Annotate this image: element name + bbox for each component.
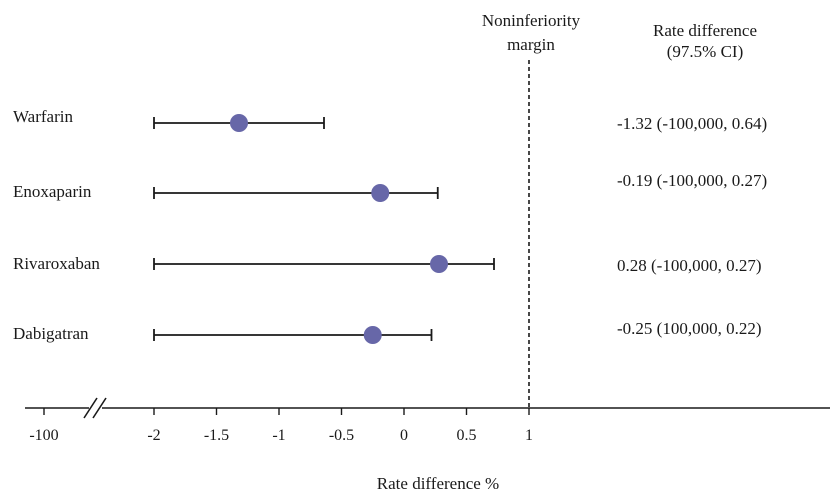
ci-value-text: 0.28 (-100,000, 0.27) [617, 256, 761, 275]
ci-column-header-line2: (97.5% CI) [667, 42, 743, 61]
rows-layer: Warfarin -1.32 (-100,000, 0.64) Enoxaparin… [13, 107, 767, 344]
ci-value-text: -0.25 (100,000, 0.22) [617, 319, 761, 338]
x-tick-label: -2 [147, 427, 160, 444]
axis-break-mark-2 [92, 397, 107, 419]
x-tick-label: -1 [272, 427, 285, 444]
ticks-layer: -100 -2 -1.5 -1 -0.5 0 0.5 1 [29, 408, 533, 444]
x-tick-label: -100 [29, 427, 58, 444]
axis-break-mark-1 [83, 397, 98, 419]
point-estimate-marker [363, 326, 382, 344]
x-axis-title: Rate difference % [377, 474, 499, 493]
margin-label-line1: Noninferiority [482, 11, 581, 30]
x-tick-label: 0 [400, 427, 408, 444]
row-label: Dabigatran [13, 324, 89, 343]
row-label: Rivaroxaban [13, 254, 100, 273]
x-tick-label: 0.5 [457, 427, 477, 444]
ci-value-text: -1.32 (-100,000, 0.64) [617, 114, 767, 133]
margin-label-line2: margin [507, 35, 555, 54]
x-tick-label: -1.5 [204, 427, 229, 444]
point-estimate-marker [371, 184, 390, 202]
x-tick-label: -0.5 [329, 427, 354, 444]
ci-value-text: -0.19 (-100,000, 0.27) [617, 171, 767, 190]
row-label: Warfarin [13, 107, 73, 126]
row-label: Enoxaparin [13, 182, 92, 201]
x-tick-label: 1 [525, 427, 533, 444]
point-estimate-marker [230, 114, 248, 132]
point-estimate-marker [430, 255, 448, 273]
ci-column-header-line1: Rate difference [653, 21, 757, 40]
